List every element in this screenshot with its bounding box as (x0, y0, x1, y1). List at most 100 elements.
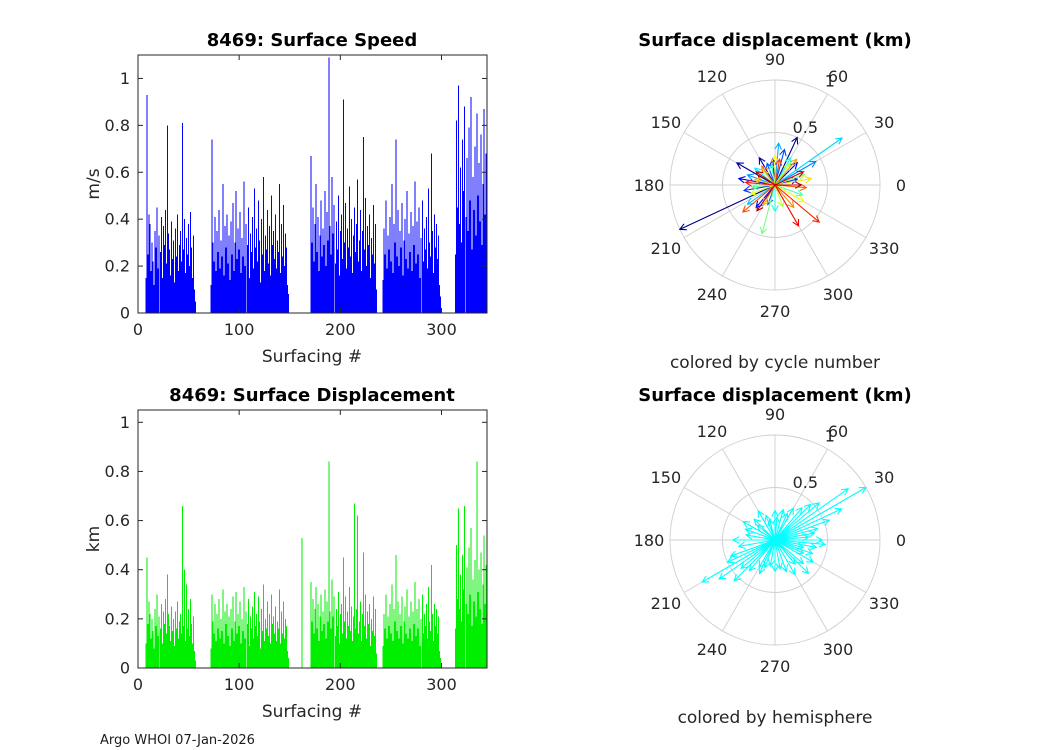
polar-hemisphere-chart: 0 30 60 90 120 150 180 210 240 270 300 330 0.5 1 Surf… (634, 385, 912, 728)
displacement-arrow (768, 163, 777, 186)
displacement-arrow (756, 524, 776, 541)
displacement-arrow (758, 539, 776, 575)
angle-tick-label: 180 (634, 176, 665, 195)
displacement-arrow (741, 184, 776, 213)
displacement-arrow (774, 486, 867, 541)
displacement-arrow (737, 539, 776, 550)
y-tick-label: 1 (120, 69, 130, 88)
x-tick-label: 300 (426, 320, 457, 339)
surface-speed-plot-area: 0 0.2 0.4 0.6 0.8 1 0 100 200 300 (105, 54, 488, 339)
displacement-arrow (774, 184, 821, 223)
displacement-arrow (774, 170, 805, 186)
displacement-arrow (718, 539, 776, 580)
displacement-arrow (774, 184, 804, 197)
displacement-arrow (761, 165, 776, 186)
angle-tick-label: 150 (651, 468, 682, 487)
angle-tick-label: 120 (697, 422, 728, 441)
displacement-arrow (774, 488, 850, 541)
displacement-arrow (735, 162, 776, 186)
displacement-arrow (744, 527, 776, 541)
axes-box (137, 409, 488, 669)
displacement-arrow (772, 515, 781, 541)
displacement-arrow (774, 502, 821, 541)
displacement-arrow (757, 509, 776, 541)
surface-displacement-chart: 0 0.2 0.4 0.6 0.8 1 0 100 200 300 8469: Surface D… (84, 385, 488, 722)
angle-tick-label: 270 (760, 657, 791, 676)
displacement-arrow (774, 184, 795, 209)
angle-tick-label: 60 (828, 67, 848, 86)
displacement-arrow (749, 184, 776, 196)
displacement-arrow (774, 184, 800, 227)
angle-tick-label: 0 (896, 531, 906, 550)
x-tick-label: 0 (133, 320, 143, 339)
displacement-arrow (744, 532, 776, 541)
x-tick-label: 200 (325, 675, 356, 694)
polar-grid-circle (669, 434, 881, 646)
displacement-arrow (767, 539, 776, 568)
angle-tick-label: 300 (823, 285, 854, 304)
displacement-arrow (774, 530, 816, 541)
polar-cycle-title: Surface displacement (km) (638, 30, 911, 51)
polar-grid-circle (669, 79, 881, 291)
displacement-arrow (774, 539, 805, 565)
y-tick-label: 0.6 (105, 163, 130, 182)
axes-box (137, 54, 488, 314)
displacement-arrow (774, 539, 814, 556)
displacement-arrow (774, 142, 782, 186)
y-tick-label: 0.4 (105, 560, 130, 579)
angle-tick-label: 90 (765, 50, 785, 69)
angle-tick-label: 30 (874, 113, 894, 132)
displacement-arrow (774, 539, 810, 575)
displacement-arrow (774, 160, 817, 186)
displacement-arrow (756, 184, 776, 212)
angle-tick-label: 60 (828, 422, 848, 441)
angle-tick-label: 210 (651, 239, 682, 258)
displacement-arrow (774, 539, 815, 563)
displacement-arrow (740, 539, 776, 570)
displacement-arrow (774, 184, 806, 203)
angle-tick-label: 90 (765, 405, 785, 424)
displacement-arrow (774, 539, 796, 576)
displacement-arrow (771, 540, 779, 573)
radial-tick-label: 1 (825, 427, 835, 446)
displacement-arrow (726, 539, 776, 564)
polar-hemisphere-caption: colored by hemisphere (678, 708, 873, 728)
displacement-arrow (678, 184, 776, 231)
angle-tick-label: 300 (823, 640, 854, 659)
displacement-arrow (774, 157, 783, 186)
polar-cycle-caption: colored by cycle number (670, 353, 880, 373)
angle-tick-label: 210 (651, 594, 682, 613)
surface-speed-xlabel: Surfacing # (262, 347, 362, 367)
displacement-arrow (774, 526, 819, 541)
displacement-arrow (774, 539, 789, 573)
x-tick-label: 0 (133, 675, 143, 694)
x-tick-label: 100 (224, 675, 255, 694)
displacement-arrow (774, 508, 786, 541)
y-tick-label: 0.2 (105, 609, 130, 628)
y-tick-label: 0 (120, 304, 130, 323)
y-tick-label: 0.8 (105, 116, 130, 135)
surface-displacement-ylabel: km (84, 526, 104, 552)
displacement-arrow (748, 539, 776, 572)
polar-hemisphere-title: Surface displacement (km) (638, 385, 911, 406)
surface-displacement-xlabel: Surfacing # (262, 702, 362, 722)
displacement-arrow (750, 182, 776, 191)
displacement-arrow (729, 539, 776, 558)
displacement-arrow (774, 518, 831, 541)
radial-tick-label: 0.5 (793, 118, 818, 137)
displacement-arrow (774, 539, 827, 548)
bar-series (145, 57, 488, 313)
displacement-arrow (731, 536, 775, 544)
surface-speed-chart: 0 0.2 0.4 0.6 0.8 1 0 100 200 300 8469: Surface S… (84, 30, 488, 367)
polar-grid-circle (722, 487, 828, 593)
displacement-arrow (774, 137, 844, 186)
displacement-arrow (775, 536, 824, 544)
radial-tick-label: 0.5 (793, 473, 818, 492)
polar-hemisphere-plot-area: 0 30 60 90 120 150 180 210 240 270 300 330 0.5 1 (634, 405, 906, 676)
displacement-arrow (775, 181, 803, 189)
displacement-arrow (774, 512, 789, 541)
y-tick-label: 1 (120, 413, 130, 432)
displacement-arrow (774, 539, 818, 551)
